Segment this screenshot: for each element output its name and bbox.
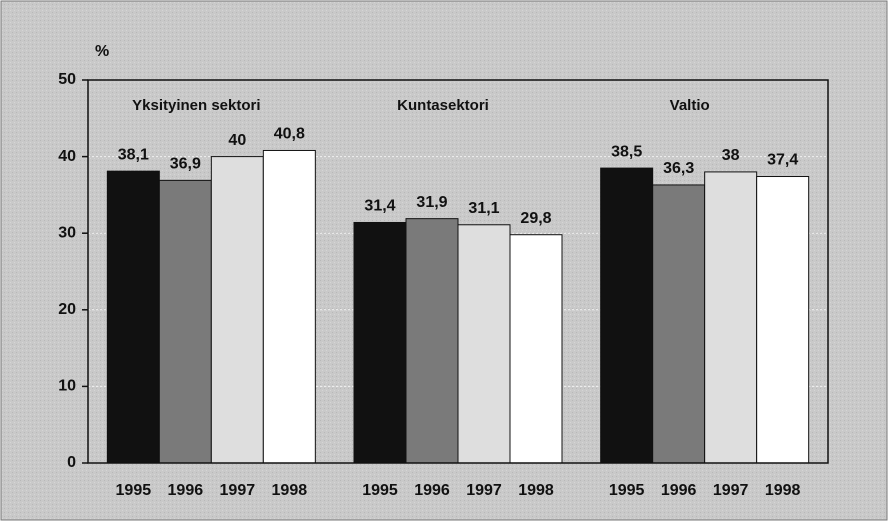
x-tick-label: 1995 — [362, 482, 398, 499]
y-tick-label: 20 — [58, 301, 76, 318]
bar — [756, 176, 810, 464]
bar — [405, 218, 459, 464]
group-label: Kuntasektori — [397, 97, 489, 114]
value-label: 31,4 — [364, 198, 395, 215]
x-tick-label: 1997 — [713, 482, 749, 499]
value-label: 36,3 — [663, 160, 694, 177]
x-tick-label: 1996 — [168, 482, 204, 499]
value-label: 36,9 — [170, 156, 201, 173]
value-label: 31,1 — [468, 200, 499, 217]
bar — [600, 167, 654, 464]
x-tick-label: 1997 — [466, 482, 502, 499]
group-label: Valtio — [670, 97, 710, 114]
value-label: 38 — [722, 147, 740, 164]
bar — [652, 184, 706, 464]
x-tick-label: 1998 — [518, 482, 554, 499]
bar — [353, 221, 407, 464]
y-tick-label: 40 — [58, 148, 76, 165]
x-tick-label: 1998 — [272, 482, 308, 499]
bar — [106, 170, 160, 464]
x-tick-label: 1996 — [661, 482, 697, 499]
y-axis-label: % — [95, 43, 109, 60]
bar — [158, 179, 212, 464]
group-label: Yksityinen sektori — [132, 97, 260, 114]
x-tick-label: 1996 — [414, 482, 450, 499]
bar — [704, 171, 758, 464]
y-tick-label: 30 — [58, 224, 76, 241]
y-tick-label: 0 — [67, 454, 76, 471]
y-tick-label: 10 — [58, 378, 76, 395]
value-label: 40 — [228, 132, 246, 149]
y-tick-label: 50 — [58, 71, 76, 88]
bar — [210, 156, 264, 464]
bar — [509, 234, 563, 464]
value-label: 40,8 — [274, 126, 305, 143]
x-tick-label: 1997 — [220, 482, 256, 499]
value-label: 31,9 — [416, 194, 447, 211]
x-tick-label: 1995 — [116, 482, 152, 499]
value-label: 38,5 — [611, 143, 642, 160]
value-label: 38,1 — [118, 146, 149, 163]
plot-frame — [87, 79, 829, 464]
value-label: 29,8 — [520, 210, 551, 227]
x-tick-label: 1998 — [765, 482, 801, 499]
bar — [262, 149, 316, 464]
bar — [457, 224, 511, 464]
x-tick-label: 1995 — [609, 482, 645, 499]
value-label: 37,4 — [767, 152, 798, 169]
